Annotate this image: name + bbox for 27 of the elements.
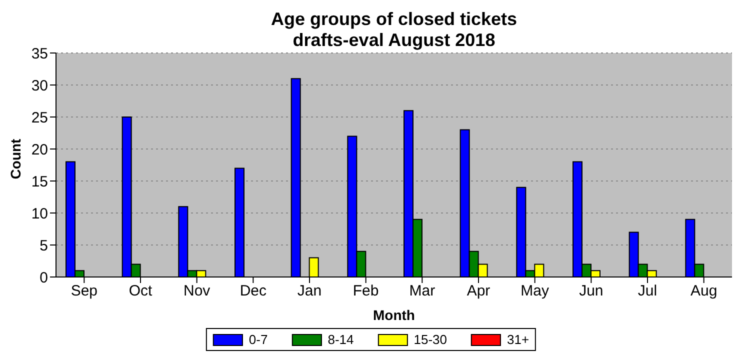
y-tick-label: 25 bbox=[31, 109, 48, 126]
x-tick-label: Feb bbox=[352, 282, 379, 300]
x-tick-label: Apr bbox=[466, 282, 490, 300]
chart-title: Age groups of closed tickets drafts-eval August 2018 bbox=[270, 9, 518, 50]
x-tick-label: Sep bbox=[70, 282, 98, 300]
y-tick-label: 35 bbox=[31, 45, 48, 62]
y-axis-title: Count bbox=[8, 138, 24, 180]
legend-label: 0-7 bbox=[248, 332, 268, 347]
x-tick-label: Jan bbox=[297, 282, 322, 300]
x-tick-label: Mar bbox=[409, 282, 436, 300]
x-axis-title: Month bbox=[373, 307, 415, 323]
x-tick-label: Aug bbox=[690, 282, 718, 300]
x-tick-label: Nov bbox=[183, 282, 211, 300]
x-tick-label: Jun bbox=[579, 282, 604, 300]
legend-label: 31+ bbox=[506, 332, 530, 347]
y-tick-label: 10 bbox=[31, 205, 48, 222]
y-tick-label: 15 bbox=[31, 173, 48, 190]
x-tick-label: Dec bbox=[240, 282, 267, 300]
y-tick-label: 0 bbox=[40, 269, 48, 286]
y-tick-label: 30 bbox=[31, 77, 48, 94]
x-tick-label: May bbox=[520, 282, 550, 300]
legend-label: 8-14 bbox=[326, 332, 354, 347]
x-tick-label: Oct bbox=[128, 282, 153, 300]
y-tick-label: 5 bbox=[40, 237, 48, 254]
x-tick-label: Jul bbox=[638, 282, 658, 300]
legend-label: 15-30 bbox=[412, 332, 448, 347]
y-tick-label: 20 bbox=[31, 141, 48, 158]
